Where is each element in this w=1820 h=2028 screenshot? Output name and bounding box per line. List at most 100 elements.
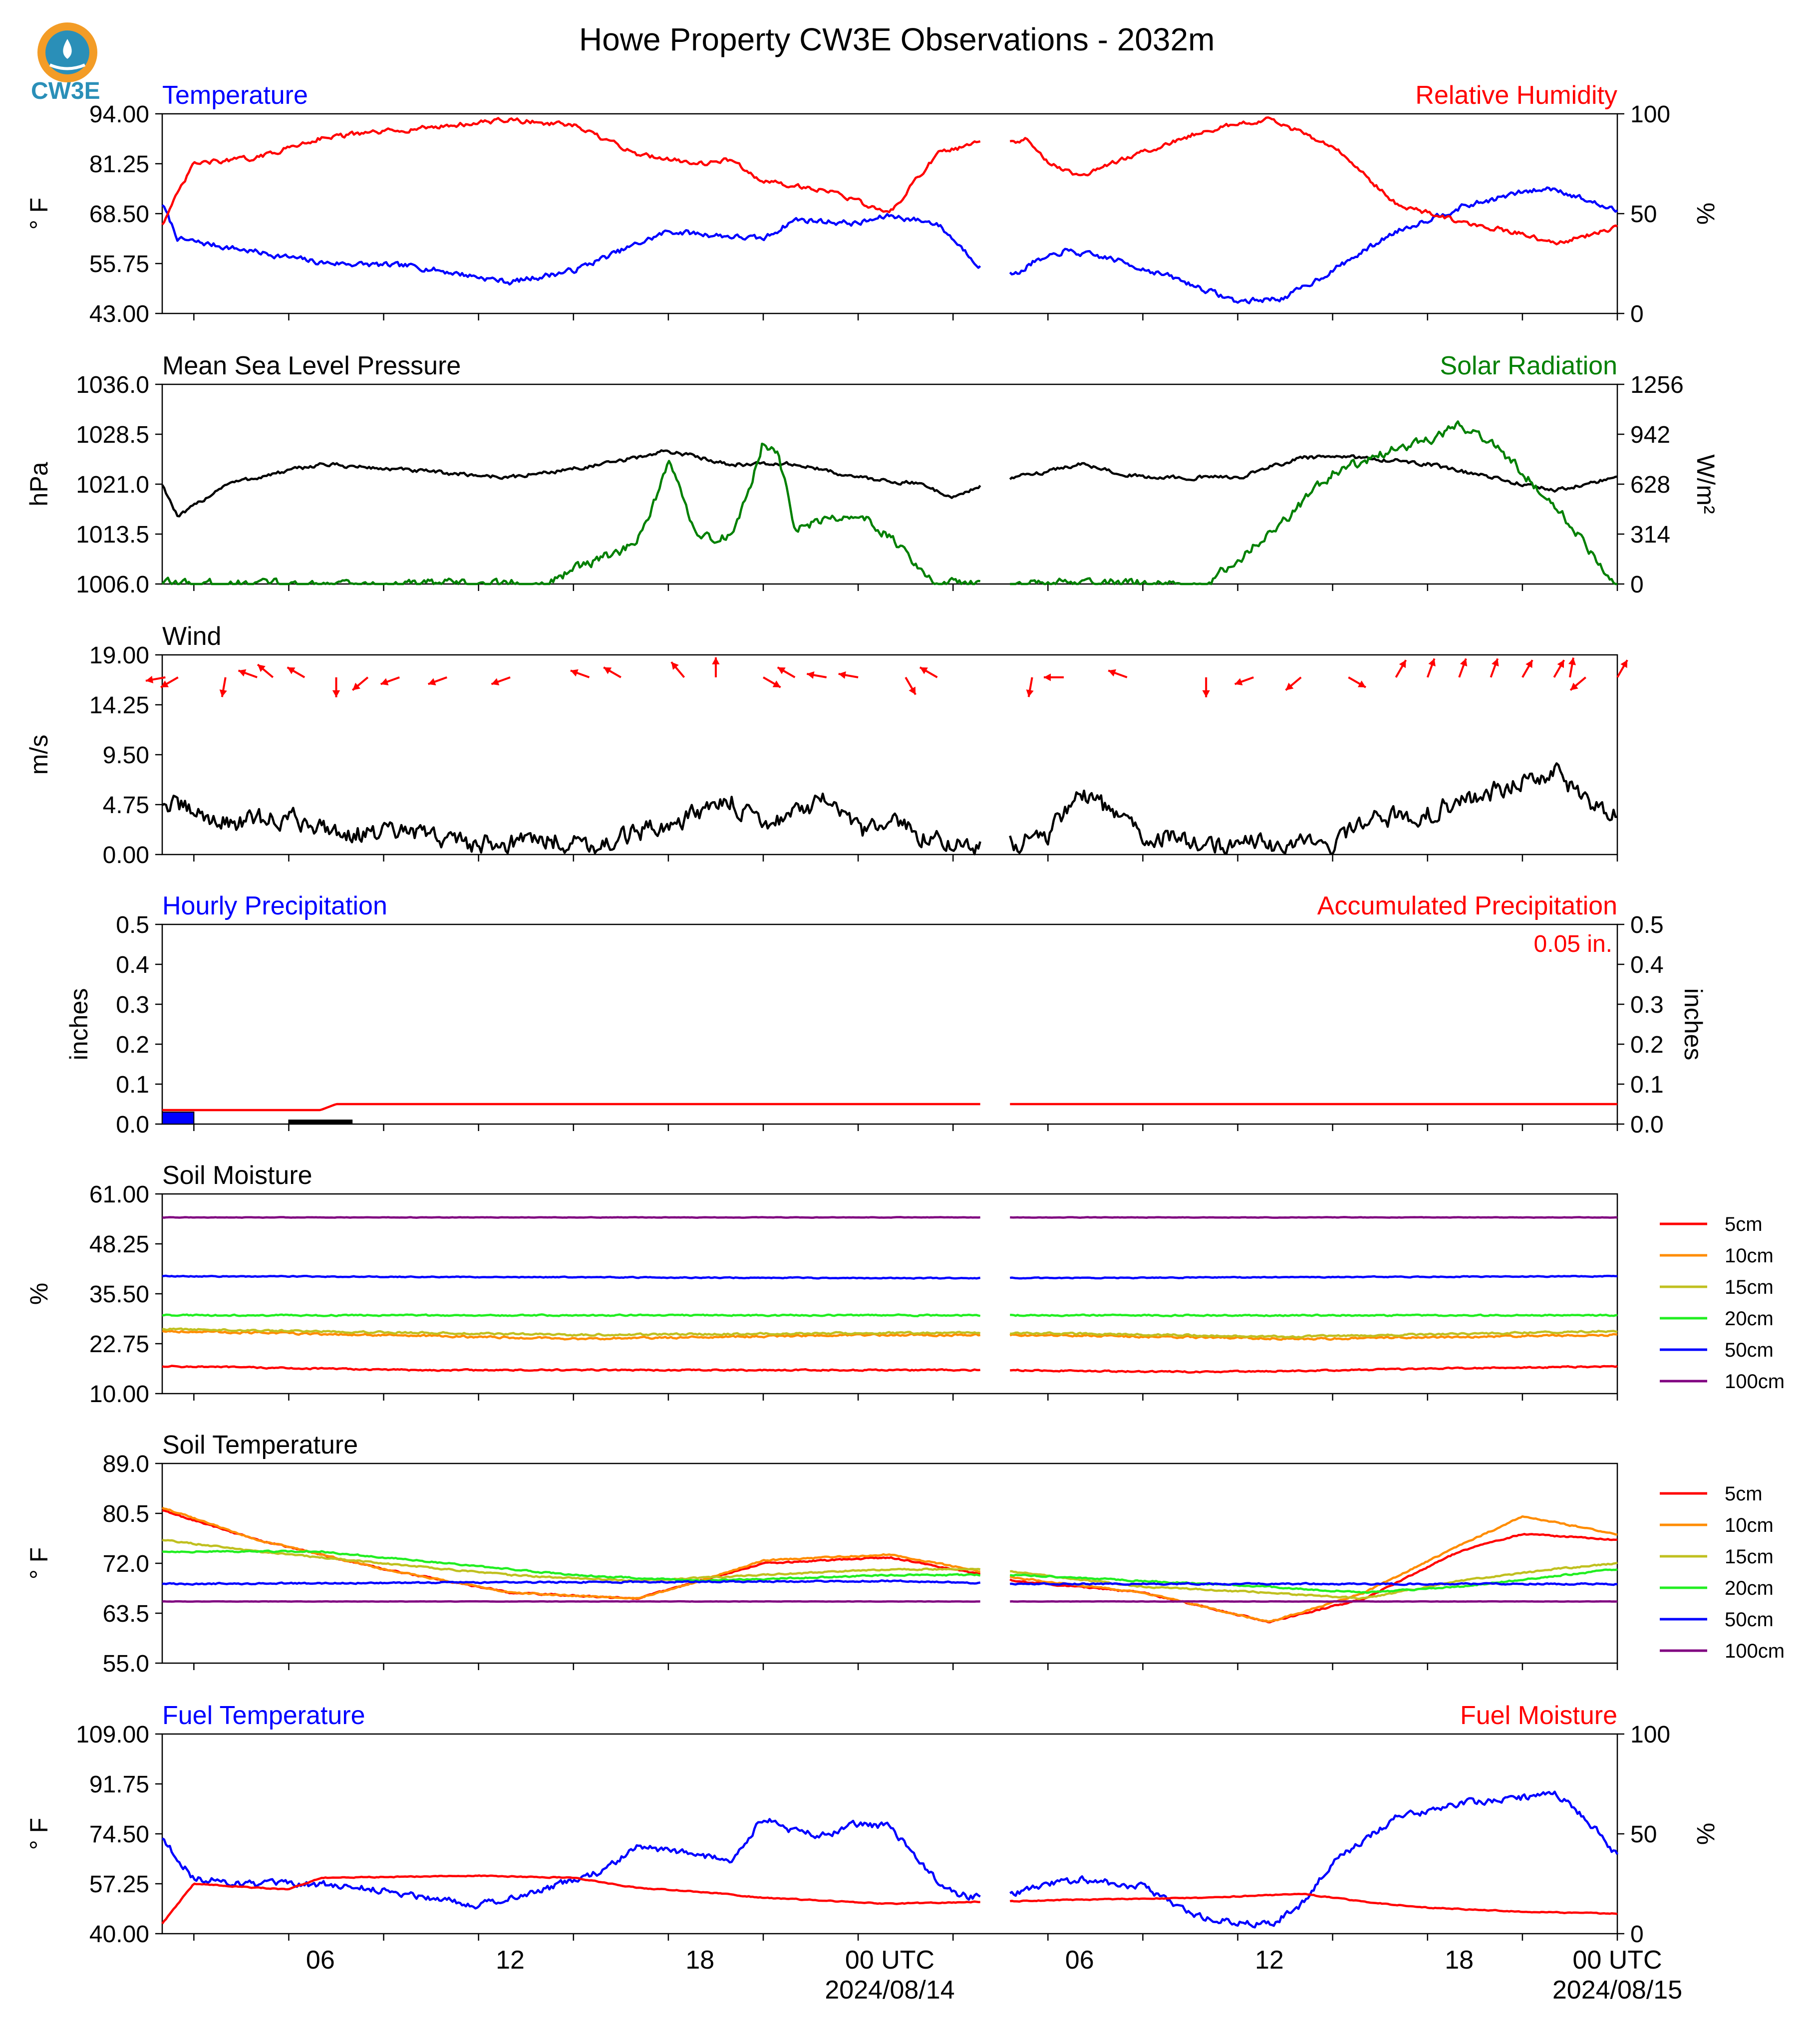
wind-arrow-head — [1525, 660, 1532, 668]
legend-label: 100cm — [1725, 1371, 1785, 1393]
panel-7: Fuel Temperature Fuel Moisture 109.00 91.75… — [25, 1701, 1720, 1948]
y-tick-label: 89.0 — [103, 1451, 149, 1477]
y-tick-label: 19.00 — [89, 642, 149, 669]
droplet-icon — [37, 22, 97, 82]
legend-label: 15cm — [1725, 1546, 1774, 1568]
legend-label: 5cm — [1725, 1213, 1763, 1235]
y-tick-label-right: 0.1 — [1630, 1072, 1664, 1098]
series-line-5cm — [162, 1365, 980, 1372]
y-tick-label: 91.75 — [89, 1771, 149, 1798]
y-tick-label-right: 314 — [1630, 522, 1670, 548]
legend-label: 5cm — [1725, 1483, 1763, 1505]
wind-arrow-head — [1399, 660, 1406, 668]
wind-arrow-head — [1492, 658, 1499, 667]
series-line-fuel-temperature — [1009, 1790, 1618, 1929]
panel-frame — [161, 923, 1618, 1125]
panel-1: Temperature Relative Humidity 94.00 81.25 68… — [25, 81, 1720, 327]
precip-total-label: 0.05 in. — [1534, 931, 1612, 957]
y-tick-label: 43.00 — [89, 301, 149, 327]
x-tick-label: 06 — [306, 1946, 335, 1975]
wind-arrow-head — [1460, 658, 1468, 667]
x-date-label: 2024/08/15 — [1552, 1976, 1682, 2005]
panel-title-left: Temperature — [162, 81, 308, 110]
y-tick-label-right: 50 — [1630, 201, 1657, 228]
wind-arrow-head — [570, 669, 579, 677]
panel-frame — [161, 113, 1618, 314]
y-tick-label-right: 942 — [1630, 422, 1670, 448]
series-line-20cm — [162, 1313, 981, 1318]
figure-title: Howe Property CW3E Observations - 2032m — [579, 21, 1215, 57]
series-line-20cm — [162, 1549, 981, 1583]
legend-label: 50cm — [1725, 1339, 1774, 1361]
y-tick-label: 35.50 — [89, 1281, 149, 1308]
series-line-relative-humidity — [161, 117, 981, 226]
y-tick-label: 63.5 — [103, 1601, 149, 1627]
x-tick-label: 18 — [685, 1946, 714, 1975]
panel-frame — [161, 1193, 1618, 1395]
wind-arrow-head — [807, 671, 815, 679]
panel-5: Soil Moisture 61.00 48.25 35.50 22.75 10.00% 5… — [25, 1161, 1785, 1408]
y-tick-label: 10.00 — [89, 1381, 149, 1408]
series-line-accumulated-precipitation — [162, 1103, 980, 1112]
y-tick-label-right: 628 — [1630, 472, 1670, 498]
series-line-50cm — [1009, 1274, 1617, 1280]
panel-title-left: Mean Sea Level Pressure — [162, 351, 461, 380]
y-axis-label-left: ° F — [25, 1547, 53, 1579]
series-line-10cm — [1009, 1333, 1618, 1341]
wind-arrow-head — [1234, 678, 1243, 686]
wind-arrow-head — [1620, 660, 1627, 668]
y-axis-label-left: ° F — [25, 1818, 53, 1850]
panel-title-left: Soil Moisture — [162, 1161, 312, 1190]
y-axis-label-right: % — [1692, 203, 1720, 225]
wind-arrow-head — [1108, 669, 1117, 677]
wind-arrow-head — [919, 667, 928, 674]
legend-label: 15cm — [1725, 1276, 1774, 1298]
series-line-10cm — [162, 1330, 980, 1341]
series-line-100cm — [162, 1600, 980, 1603]
series-line-50cm — [1010, 1582, 1618, 1586]
panel-title-right: Solar Radiation — [1440, 351, 1617, 380]
series-line-20cm — [1010, 1313, 1618, 1318]
y-tick-label: 4.75 — [103, 792, 149, 819]
y-tick-label: 55.0 — [103, 1651, 149, 1677]
wind-arrow-head — [352, 682, 360, 690]
panel-6: Soil Temperature 89.0 80.5 72.0 63.5 55.0 ° F 5… — [25, 1431, 1785, 1677]
x-tick-label: 06 — [1065, 1946, 1094, 1975]
y-tick-label: 80.5 — [103, 1501, 149, 1527]
wind-arrow-head — [238, 669, 247, 677]
y-tick-label: 0.2 — [116, 1032, 149, 1058]
wind-arrow-head — [287, 667, 296, 674]
series-line-fuel-moisture — [161, 1874, 980, 1925]
wind-arrow-head — [428, 678, 436, 686]
series-line-15cm — [162, 1538, 981, 1582]
precip-bar — [319, 1120, 353, 1125]
legend-label: 10cm — [1725, 1245, 1774, 1267]
y-axis-label-left: inches — [65, 988, 93, 1061]
x-tick-label: 00 UTC — [1572, 1946, 1662, 1975]
y-axis-label-left: ° F — [25, 198, 53, 230]
x-tick-label: 00 UTC — [845, 1946, 934, 1975]
wind-arrow-head — [777, 667, 786, 674]
y-tick-label: 55.75 — [89, 251, 149, 278]
y-tick-label: 1013.5 — [76, 522, 149, 548]
y-tick-label-right: 0.4 — [1630, 952, 1664, 978]
y-tick-label-right: 0 — [1630, 301, 1644, 327]
y-tick-label-right: 50 — [1630, 1821, 1657, 1848]
series-line-50cm — [162, 1579, 981, 1586]
y-tick-label: 0.4 — [116, 952, 149, 978]
wind-arrow-head — [1358, 680, 1366, 687]
y-tick-label: 48.25 — [89, 1231, 149, 1258]
y-axis-label-left: m/s — [25, 735, 53, 775]
wind-arrow-head — [1570, 682, 1578, 690]
wind-arrow-head — [671, 662, 679, 670]
y-tick-label: 0.00 — [103, 842, 149, 869]
wind-arrow-head — [712, 657, 720, 665]
logo-text: CW3E — [31, 78, 100, 104]
panel-title-right: Fuel Moisture — [1460, 1701, 1617, 1730]
y-tick-label: 0.5 — [116, 912, 149, 938]
wind-arrow-head — [332, 690, 340, 697]
wind-arrow-head — [909, 686, 916, 695]
y-tick-label: 1006.0 — [76, 572, 149, 598]
x-date-label: 2024/08/14 — [825, 1976, 954, 2005]
panel-frame — [161, 654, 1618, 856]
